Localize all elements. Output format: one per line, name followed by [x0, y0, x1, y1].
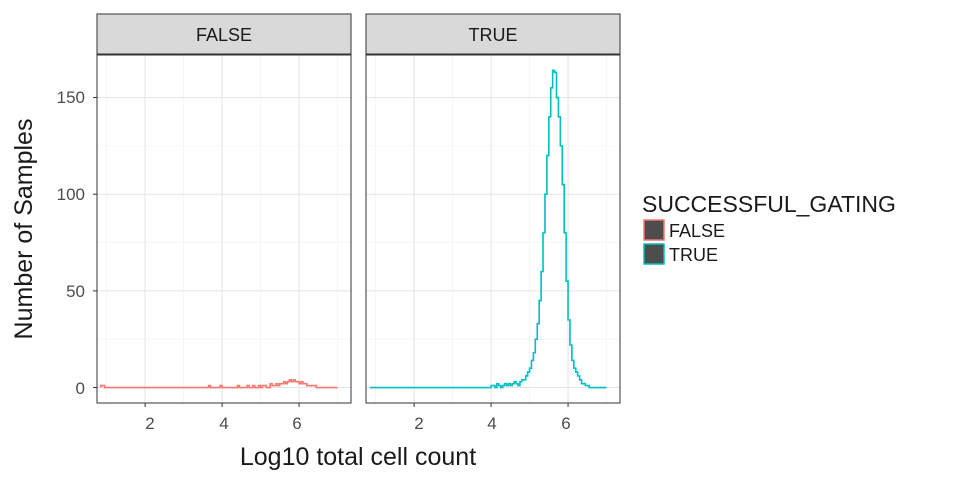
histogram-outline-false — [100, 379, 338, 389]
x-axis-title: Log10 total cell count — [240, 443, 476, 471]
strip-background-true — [365, 13, 621, 55]
panel-border-false — [96, 54, 352, 404]
x-tick-label-false-6: 6 — [292, 414, 301, 433]
legend-key-false — [643, 219, 665, 241]
y-axis: 0 50 100 150 — [57, 88, 85, 398]
panel-background-false — [97, 55, 351, 403]
x-axis-false: 2 4 6 — [145, 414, 301, 433]
strip-label-true: TRUE — [469, 25, 518, 45]
y-ticks — [93, 97, 97, 389]
histogram-outline-true — [369, 69, 607, 389]
y-tick-label-50: 50 — [66, 282, 85, 301]
legend-label-true: TRUE — [669, 245, 718, 265]
x-tick-label-true-6: 6 — [561, 414, 570, 433]
panel-background-true — [366, 55, 620, 403]
legend-label-false: FALSE — [669, 221, 725, 241]
x-tick-label-false-2: 2 — [145, 414, 154, 433]
grid-true — [366, 55, 620, 403]
panel-border-true — [365, 54, 621, 404]
y-tick-label-0: 0 — [76, 379, 85, 398]
legend: SUCCESSFUL_GATING FALSE TRUE — [642, 191, 896, 265]
strip-label-false: FALSE — [196, 25, 252, 45]
legend-title: SUCCESSFUL_GATING — [642, 191, 896, 217]
y-tick-label-150: 150 — [57, 88, 85, 107]
strip-background-false — [96, 13, 352, 55]
x-tick-label-true-2: 2 — [414, 414, 423, 433]
x-tick-label-false-4: 4 — [219, 414, 228, 433]
bars-false — [100, 379, 338, 389]
y-tick-label-100: 100 — [57, 185, 85, 204]
y-axis-title: Number of Samples — [10, 119, 38, 340]
bars-true — [369, 69, 607, 389]
x-axis-true: 2 4 6 — [414, 414, 570, 433]
panel-true: TRUE — [365, 13, 621, 404]
panel-false: FALSE — [96, 13, 352, 404]
legend-key-true — [643, 243, 665, 265]
grid-false — [97, 55, 351, 403]
x-tick-label-true-4: 4 — [487, 414, 496, 433]
x-ticks — [144, 403, 569, 407]
